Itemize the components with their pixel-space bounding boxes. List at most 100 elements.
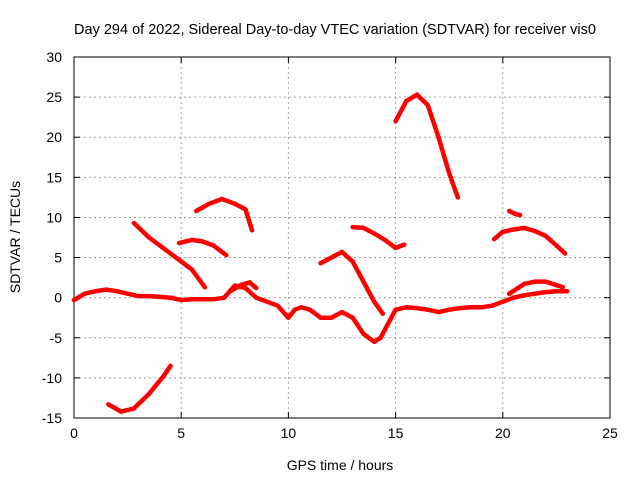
data-point-baseline — [307, 307, 312, 312]
data-point-baseline — [554, 289, 559, 294]
data-point-arc-big-peak — [425, 102, 430, 108]
data-point-baseline — [489, 303, 495, 308]
data-point-baseline — [200, 297, 205, 302]
data-point-arc-late-low — [228, 289, 233, 294]
y-tick-label: 25 — [46, 89, 62, 105]
data-point-arc-early-top — [194, 208, 199, 214]
ticks: 0 5 10 15 20 25 -15 -10 -5 0 5 10 15 20 25 30 — [42, 49, 618, 441]
data-point-arc-early-down — [168, 251, 173, 256]
data-point-arc-early-down — [202, 285, 207, 290]
series — [71, 92, 570, 414]
data-point-baseline — [500, 299, 505, 304]
data-point-arc-early-down — [131, 220, 137, 226]
data-point-baseline — [221, 295, 227, 300]
data-point-arc-late-short — [513, 212, 518, 217]
data-point-arc-mid-peak — [361, 279, 366, 284]
data-point-baseline — [329, 315, 334, 320]
data-point-baseline — [125, 291, 130, 296]
x-tick-label: 5 — [177, 425, 185, 441]
series-arc-late-low — [228, 280, 259, 294]
series-arc-mid-upper — [350, 224, 407, 251]
x-axis-label: GPS time / hours — [287, 457, 394, 473]
data-point-baseline — [146, 293, 152, 299]
data-point-arc-late-mid — [543, 233, 548, 239]
data-point-arc-mid-upper — [393, 245, 398, 251]
data-point-arc-mid-peak — [329, 255, 334, 260]
x-tick-label: 15 — [388, 425, 404, 441]
chart-title: Day 294 of 2022, Sidereal Day-to-day VTE… — [74, 22, 596, 38]
y-tick-label: -10 — [42, 370, 62, 386]
x-tick-label: 0 — [70, 425, 78, 441]
data-point-arc-mid-upper — [350, 224, 355, 230]
data-point-arc-early-mid — [224, 252, 229, 258]
data-point-arc-early-down — [189, 267, 195, 272]
data-point-arc-mid-peak — [339, 249, 345, 255]
x-tick-label: 20 — [495, 425, 511, 441]
data-point-arc-late-low2 — [532, 279, 538, 284]
data-point-arc-early-down — [146, 235, 152, 240]
data-point-arc-late-short — [517, 212, 523, 218]
data-point-baseline — [318, 315, 323, 320]
series-arc-negative — [106, 363, 173, 414]
data-point-baseline — [157, 294, 162, 300]
data-point-baseline — [522, 293, 527, 298]
data-point-arc-mid-peak — [372, 299, 377, 304]
data-point-baseline — [479, 305, 484, 310]
series-arc-early-top — [193, 196, 255, 233]
data-point-arc-early-top — [243, 207, 248, 212]
data-point-arc-mid-upper — [361, 225, 366, 231]
series-baseline — [71, 283, 570, 345]
series-arc-big-peak — [393, 92, 461, 200]
data-point-baseline — [393, 307, 398, 312]
data-point-baseline — [136, 293, 141, 299]
data-point-arc-late-mid — [562, 251, 568, 256]
y-tick-label: 10 — [46, 209, 62, 225]
data-point-arc-negative — [131, 406, 137, 411]
data-point-arc-late-mid — [522, 225, 527, 231]
plot-frame — [73, 56, 611, 419]
data-point-arc-late-low2 — [543, 279, 548, 284]
grid — [74, 57, 610, 418]
data-point-baseline — [286, 315, 291, 320]
data-point-arc-big-peak — [436, 135, 441, 140]
data-point-arc-early-mid — [211, 243, 216, 248]
data-point-arc-mid-peak — [350, 259, 355, 264]
data-point-baseline — [361, 331, 366, 336]
data-point-arc-negative — [161, 373, 167, 378]
x-tick-label: 10 — [281, 425, 297, 441]
data-point-arc-late-low — [247, 280, 252, 285]
y-axis-label: SDTVAR / TECUs — [7, 181, 23, 293]
data-point-baseline — [299, 305, 304, 310]
data-point-arc-early-top — [232, 201, 237, 206]
y-tick-label: -15 — [42, 410, 62, 426]
data-point-arc-late-mid — [532, 228, 538, 234]
data-point-arc-mid-upper — [382, 237, 388, 243]
data-point-arc-early-mid — [176, 240, 182, 246]
data-point-arc-late-mid — [500, 229, 505, 235]
data-point-baseline — [447, 307, 452, 312]
data-point-baseline — [179, 297, 184, 303]
data-point-baseline — [511, 295, 516, 300]
data-point-baseline — [189, 297, 195, 302]
data-point-arc-early-mid — [189, 237, 195, 243]
data-point-baseline — [93, 289, 98, 294]
data-point-baseline — [404, 305, 409, 310]
data-point-baseline — [350, 315, 355, 320]
y-tick-label: 15 — [46, 169, 62, 185]
data-point-arc-early-top — [219, 196, 225, 202]
data-point-arc-early-mid — [200, 239, 205, 244]
data-point-baseline — [378, 335, 383, 340]
data-point-arc-negative — [146, 391, 152, 397]
y-tick-label: 0 — [54, 290, 62, 306]
data-point-baseline — [82, 291, 87, 296]
data-point-arc-negative — [168, 363, 173, 369]
data-point-baseline — [243, 285, 248, 291]
data-point-baseline — [114, 289, 120, 294]
data-point-baseline — [436, 309, 441, 315]
data-point-baseline — [211, 297, 216, 302]
data-point-arc-late-low — [239, 282, 244, 287]
data-point-arc-negative — [119, 409, 124, 414]
data-point-arc-big-peak — [404, 98, 409, 104]
data-point-arc-late-short — [507, 208, 512, 214]
x-tick-label: 25 — [602, 425, 618, 441]
